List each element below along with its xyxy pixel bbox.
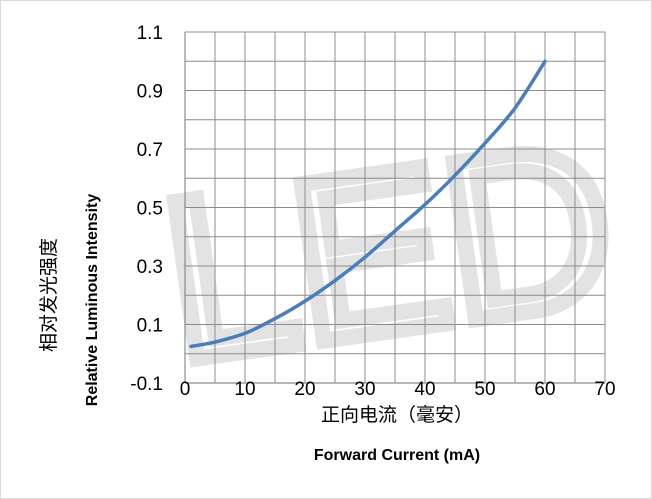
x-tick-label: 0 xyxy=(180,379,191,400)
x-tick-label: 10 xyxy=(234,379,255,400)
y-tick-label: 0.7 xyxy=(137,140,163,161)
x-tick-label: 20 xyxy=(294,379,315,400)
y-tick-label: 0.3 xyxy=(137,257,163,278)
y-tick-label: -0.1 xyxy=(130,374,163,395)
x-axis-label-cn: 正向电流（毫安） xyxy=(321,404,473,426)
y-axis-label-cn: 相对发光强度 xyxy=(38,238,60,352)
series-line xyxy=(189,59,547,349)
x-tick-label: 30 xyxy=(354,379,375,400)
x-tick-label: 40 xyxy=(414,379,435,400)
x-tick-label: 70 xyxy=(594,379,615,400)
x-tick-label: 50 xyxy=(474,379,495,400)
x-tick-label: 60 xyxy=(534,379,555,400)
tick-labels: 0 10 20 30 40 50 60 70 -0.1 0.1 0.3 0.5 0.7 0.9 1.1 xyxy=(130,23,615,400)
x-axis-label-en: Forward Current (mA) xyxy=(314,447,480,464)
y-tick-label: 0.5 xyxy=(137,199,163,220)
y-tick-label: 1.1 xyxy=(137,23,163,44)
y-axis-label-en: Relative Luminous Intensity xyxy=(84,194,101,407)
y-tick-label: 0.9 xyxy=(137,82,163,103)
y-tick-label: 0.1 xyxy=(137,316,163,337)
plot-axes xyxy=(184,32,605,384)
series-layer xyxy=(189,59,547,349)
